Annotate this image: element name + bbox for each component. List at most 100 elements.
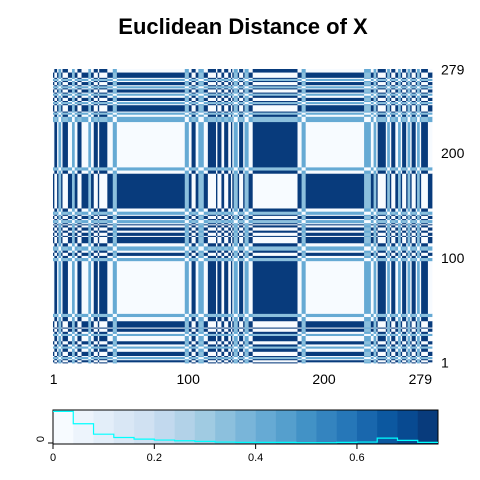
heatmap-cell — [188, 69, 192, 73]
heatmap-cell — [81, 320, 89, 328]
heatmap-cell — [376, 359, 379, 363]
heatmap-cell — [97, 215, 100, 220]
heatmap-cell — [107, 215, 114, 220]
heatmap-cell — [244, 219, 250, 224]
heatmap-cell — [398, 89, 402, 93]
heatmap-cell — [97, 246, 100, 251]
color-key-swatch — [336, 410, 358, 444]
heatmap-cell — [77, 104, 82, 112]
heatmap-cell — [407, 89, 411, 93]
heatmap-cell — [232, 333, 235, 336]
heatmap-cell — [57, 85, 59, 89]
heatmap-cell — [77, 80, 82, 83]
heatmap-cell — [415, 219, 418, 224]
heatmap-cell — [91, 173, 95, 209]
heatmap-cell — [58, 173, 62, 209]
heatmap-cell — [58, 104, 62, 112]
heatmap-cell — [410, 358, 413, 361]
heatmap-cell — [221, 232, 225, 236]
heatmap-cell — [411, 351, 417, 357]
heatmap-cell — [387, 72, 391, 78]
heatmap-cell — [406, 255, 408, 259]
heatmap-cell — [77, 95, 82, 98]
heatmap-cell — [370, 236, 374, 244]
heatmap-cell — [252, 103, 298, 106]
heatmap-cell — [373, 222, 377, 225]
heatmap-cell — [232, 95, 235, 98]
heatmap-cell — [57, 355, 59, 358]
heatmap-cell — [107, 93, 114, 96]
heatmap-cell — [77, 219, 82, 224]
heatmap-cell — [224, 224, 229, 228]
heatmap-cell — [427, 114, 433, 117]
heatmap-cell — [228, 320, 232, 328]
heatmap-cell — [407, 348, 411, 352]
heatmap-cell — [400, 227, 403, 231]
heatmap-cell — [373, 81, 377, 86]
heatmap-cell — [243, 89, 245, 93]
heatmap-cell — [406, 97, 408, 102]
heatmap-cell — [116, 101, 186, 105]
heatmap-cell — [364, 170, 372, 174]
heatmap-cell — [297, 340, 302, 345]
heatmap-cell — [195, 101, 199, 105]
heatmap-cell — [391, 316, 396, 322]
heatmap-cell — [385, 351, 388, 357]
heatmap-cell — [237, 252, 240, 256]
heatmap-cell — [297, 236, 302, 244]
heatmap-cell — [373, 344, 377, 347]
heatmap-cell — [62, 328, 69, 332]
heatmap-cell — [224, 346, 229, 349]
heatmap-cell — [411, 80, 417, 83]
heatmap-cell — [203, 211, 209, 215]
heatmap-cell — [391, 358, 396, 361]
heatmap-cell — [377, 255, 387, 259]
heatmap-cell — [407, 167, 411, 171]
heatmap-cell — [91, 100, 95, 103]
heatmap-cell — [395, 344, 399, 347]
heatmap-cell — [387, 170, 391, 174]
heatmap-cell — [217, 100, 222, 103]
heatmap-cell — [97, 232, 100, 236]
heatmap-cell — [301, 93, 307, 96]
heatmap-cell — [233, 211, 239, 215]
heatmap-cell — [54, 359, 58, 363]
heatmap-cell — [232, 215, 235, 220]
heatmap-cell — [398, 356, 402, 360]
heatmap-cell — [230, 85, 233, 89]
heatmap-cell — [387, 255, 391, 259]
heatmap-cell — [74, 69, 78, 73]
heatmap-cell — [400, 92, 403, 94]
color-key-swatch — [53, 410, 74, 444]
heatmap-cell — [57, 227, 59, 231]
heatmap-cell — [398, 346, 402, 349]
heatmap-cell — [116, 344, 186, 347]
heatmap-cell — [389, 232, 392, 236]
heatmap-cell — [427, 340, 433, 345]
heatmap-cell — [305, 222, 365, 225]
heatmap-cell — [237, 223, 240, 226]
heatmap-cell — [184, 170, 190, 174]
heatmap-cell — [53, 87, 55, 90]
heatmap-cell — [54, 222, 58, 225]
heatmap-cell — [243, 92, 245, 94]
heatmap-cell — [232, 359, 235, 363]
heatmap-cell — [188, 81, 192, 86]
heatmap-cell — [377, 242, 387, 247]
heatmap-cell — [184, 361, 190, 364]
heatmap-cell — [91, 335, 95, 342]
heatmap-cell — [91, 103, 95, 106]
heatmap-cell — [112, 211, 118, 215]
heatmap-cell — [243, 340, 245, 345]
heatmap-cell — [373, 250, 377, 253]
heatmap-cell — [248, 215, 254, 220]
heatmap-cell — [297, 214, 302, 216]
heatmap-cell — [88, 260, 92, 314]
heatmap-cell — [243, 218, 245, 221]
heatmap-cell — [391, 328, 396, 332]
heatmap-cell — [398, 222, 402, 225]
heatmap-cell — [237, 111, 240, 113]
heatmap-cell — [232, 103, 235, 106]
heatmap-cell — [230, 223, 233, 226]
heatmap-cell — [184, 348, 190, 352]
